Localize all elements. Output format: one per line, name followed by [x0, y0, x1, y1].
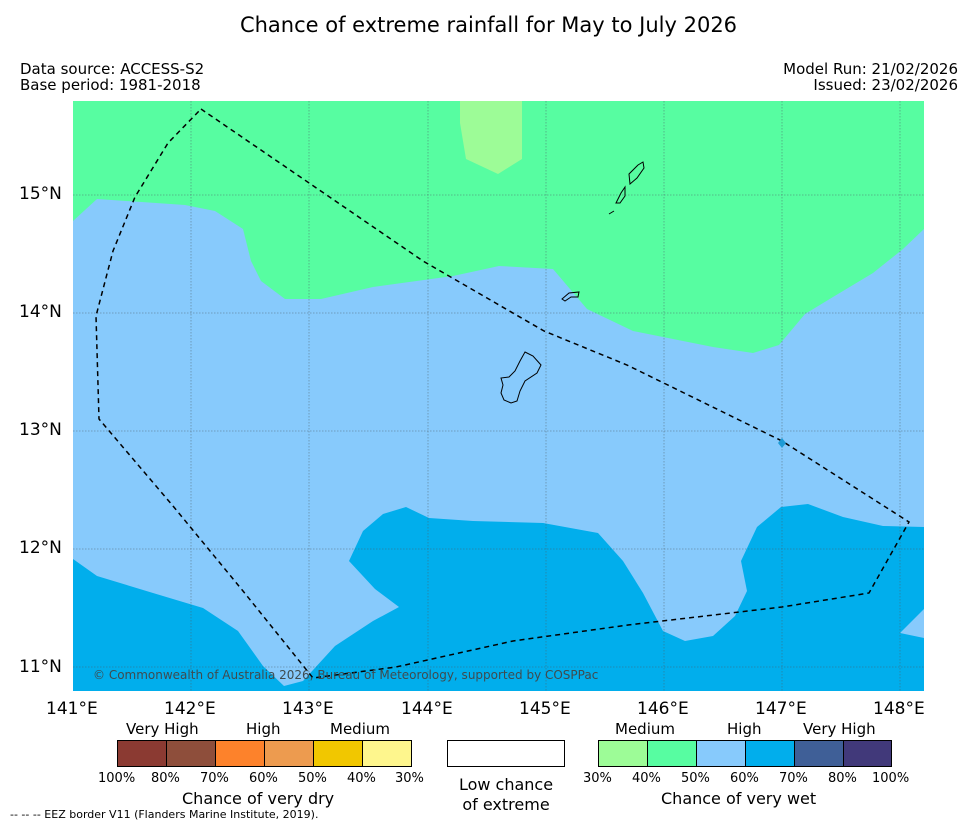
legend-wet-category: Very High	[803, 720, 876, 738]
legend-wet-swatch	[647, 740, 697, 767]
legend-dry-tick: 60%	[249, 771, 278, 786]
lon-tick: 145°E	[519, 699, 571, 719]
model-run-label: Model Run: 21/02/2026	[783, 60, 958, 78]
eez-footnote: -- -- -- EEZ border V11 (Flanders Marine…	[10, 808, 319, 821]
lat-tick: 15°N	[19, 184, 62, 204]
legend-dry-tick: 40%	[347, 771, 376, 786]
lat-tick: 11°N	[19, 657, 62, 677]
legend-wet-tick: 60%	[730, 771, 759, 786]
legend-dry-tick: 30%	[395, 771, 424, 786]
island-tinian	[615, 185, 626, 204]
legend-wet-tick: 80%	[828, 771, 857, 786]
legend-wet-swatch	[745, 740, 795, 767]
region-wet-50-60-patch	[900, 609, 924, 638]
lon-tick: 142°E	[164, 699, 216, 719]
legend-dry-tick: 80%	[151, 771, 180, 786]
region-wet-60-70	[73, 504, 924, 691]
legend-dry-category: Very High	[126, 720, 199, 738]
legend-dry-tick: 100%	[98, 771, 136, 786]
legend-wet-title: Chance of very wet	[661, 789, 817, 808]
lon-tick: 148°E	[873, 699, 925, 719]
legend-wet-category: High	[727, 720, 762, 738]
legend-wet-tick: 40%	[632, 771, 661, 786]
legend-neutral-swatch	[447, 740, 565, 767]
legend-dry-swatch	[362, 740, 412, 767]
legend-dry-title: Chance of very dry	[182, 789, 335, 808]
legend-wet-swatch	[794, 740, 844, 767]
lat-tick: 13°N	[19, 420, 62, 440]
legend-wet-swatch	[598, 740, 648, 767]
legend-wet-category: Medium	[615, 720, 675, 738]
chart-title: Chance of extreme rainfall for May to Ju…	[239, 13, 738, 37]
legend-dry-swatch	[264, 740, 314, 767]
station-marker	[778, 438, 786, 448]
lat-tick: 12°N	[19, 538, 62, 558]
lat-tick: 14°N	[19, 302, 62, 322]
legend-dry-swatch	[313, 740, 363, 767]
legend-neutral-line1: Low chance	[458, 775, 554, 794]
data-source-label: Data source: ACCESS-S2	[20, 60, 205, 78]
legend-dry-tick: 70%	[200, 771, 229, 786]
region-wet-50-60	[73, 199, 924, 691]
legend-wet-tick: 30%	[583, 771, 612, 786]
legend-dry-swatch	[166, 740, 216, 767]
base-period-label: Base period: 1981-2018	[20, 76, 201, 94]
islands	[500, 161, 645, 404]
lon-tick: 146°E	[637, 699, 689, 719]
legend-dry-swatch	[117, 740, 167, 767]
legend-wet-swatch	[696, 740, 746, 767]
legend-dry-swatch	[215, 740, 265, 767]
copyright-note: © Commonwealth of Australia 2026, Bureau…	[93, 668, 598, 682]
legend-dry-tick: 50%	[298, 771, 327, 786]
lon-tick: 144°E	[401, 699, 453, 719]
rainfall-map[interactable]: © Commonwealth of Australia 2026, Bureau…	[73, 101, 924, 691]
lon-tick: 143°E	[282, 699, 334, 719]
legend-dry-category: Medium	[330, 720, 390, 738]
lon-tick: 141°E	[46, 699, 98, 719]
issued-date-label: Issued: 23/02/2026	[813, 76, 958, 94]
region-wet-30-40	[460, 101, 522, 174]
graticule	[73, 101, 924, 691]
legend-dry-category: High	[246, 720, 281, 738]
island-rota	[561, 291, 580, 302]
legend-wet-tick: 70%	[779, 771, 808, 786]
legend-wet-tick: 100%	[872, 771, 910, 786]
island-saipan	[628, 161, 645, 186]
island-guam	[500, 351, 542, 404]
legend-neutral-line2: of extreme	[462, 795, 550, 814]
legend-wet-tick: 50%	[681, 771, 710, 786]
legend-wet-swatch	[843, 740, 892, 767]
lon-tick: 147°E	[755, 699, 807, 719]
